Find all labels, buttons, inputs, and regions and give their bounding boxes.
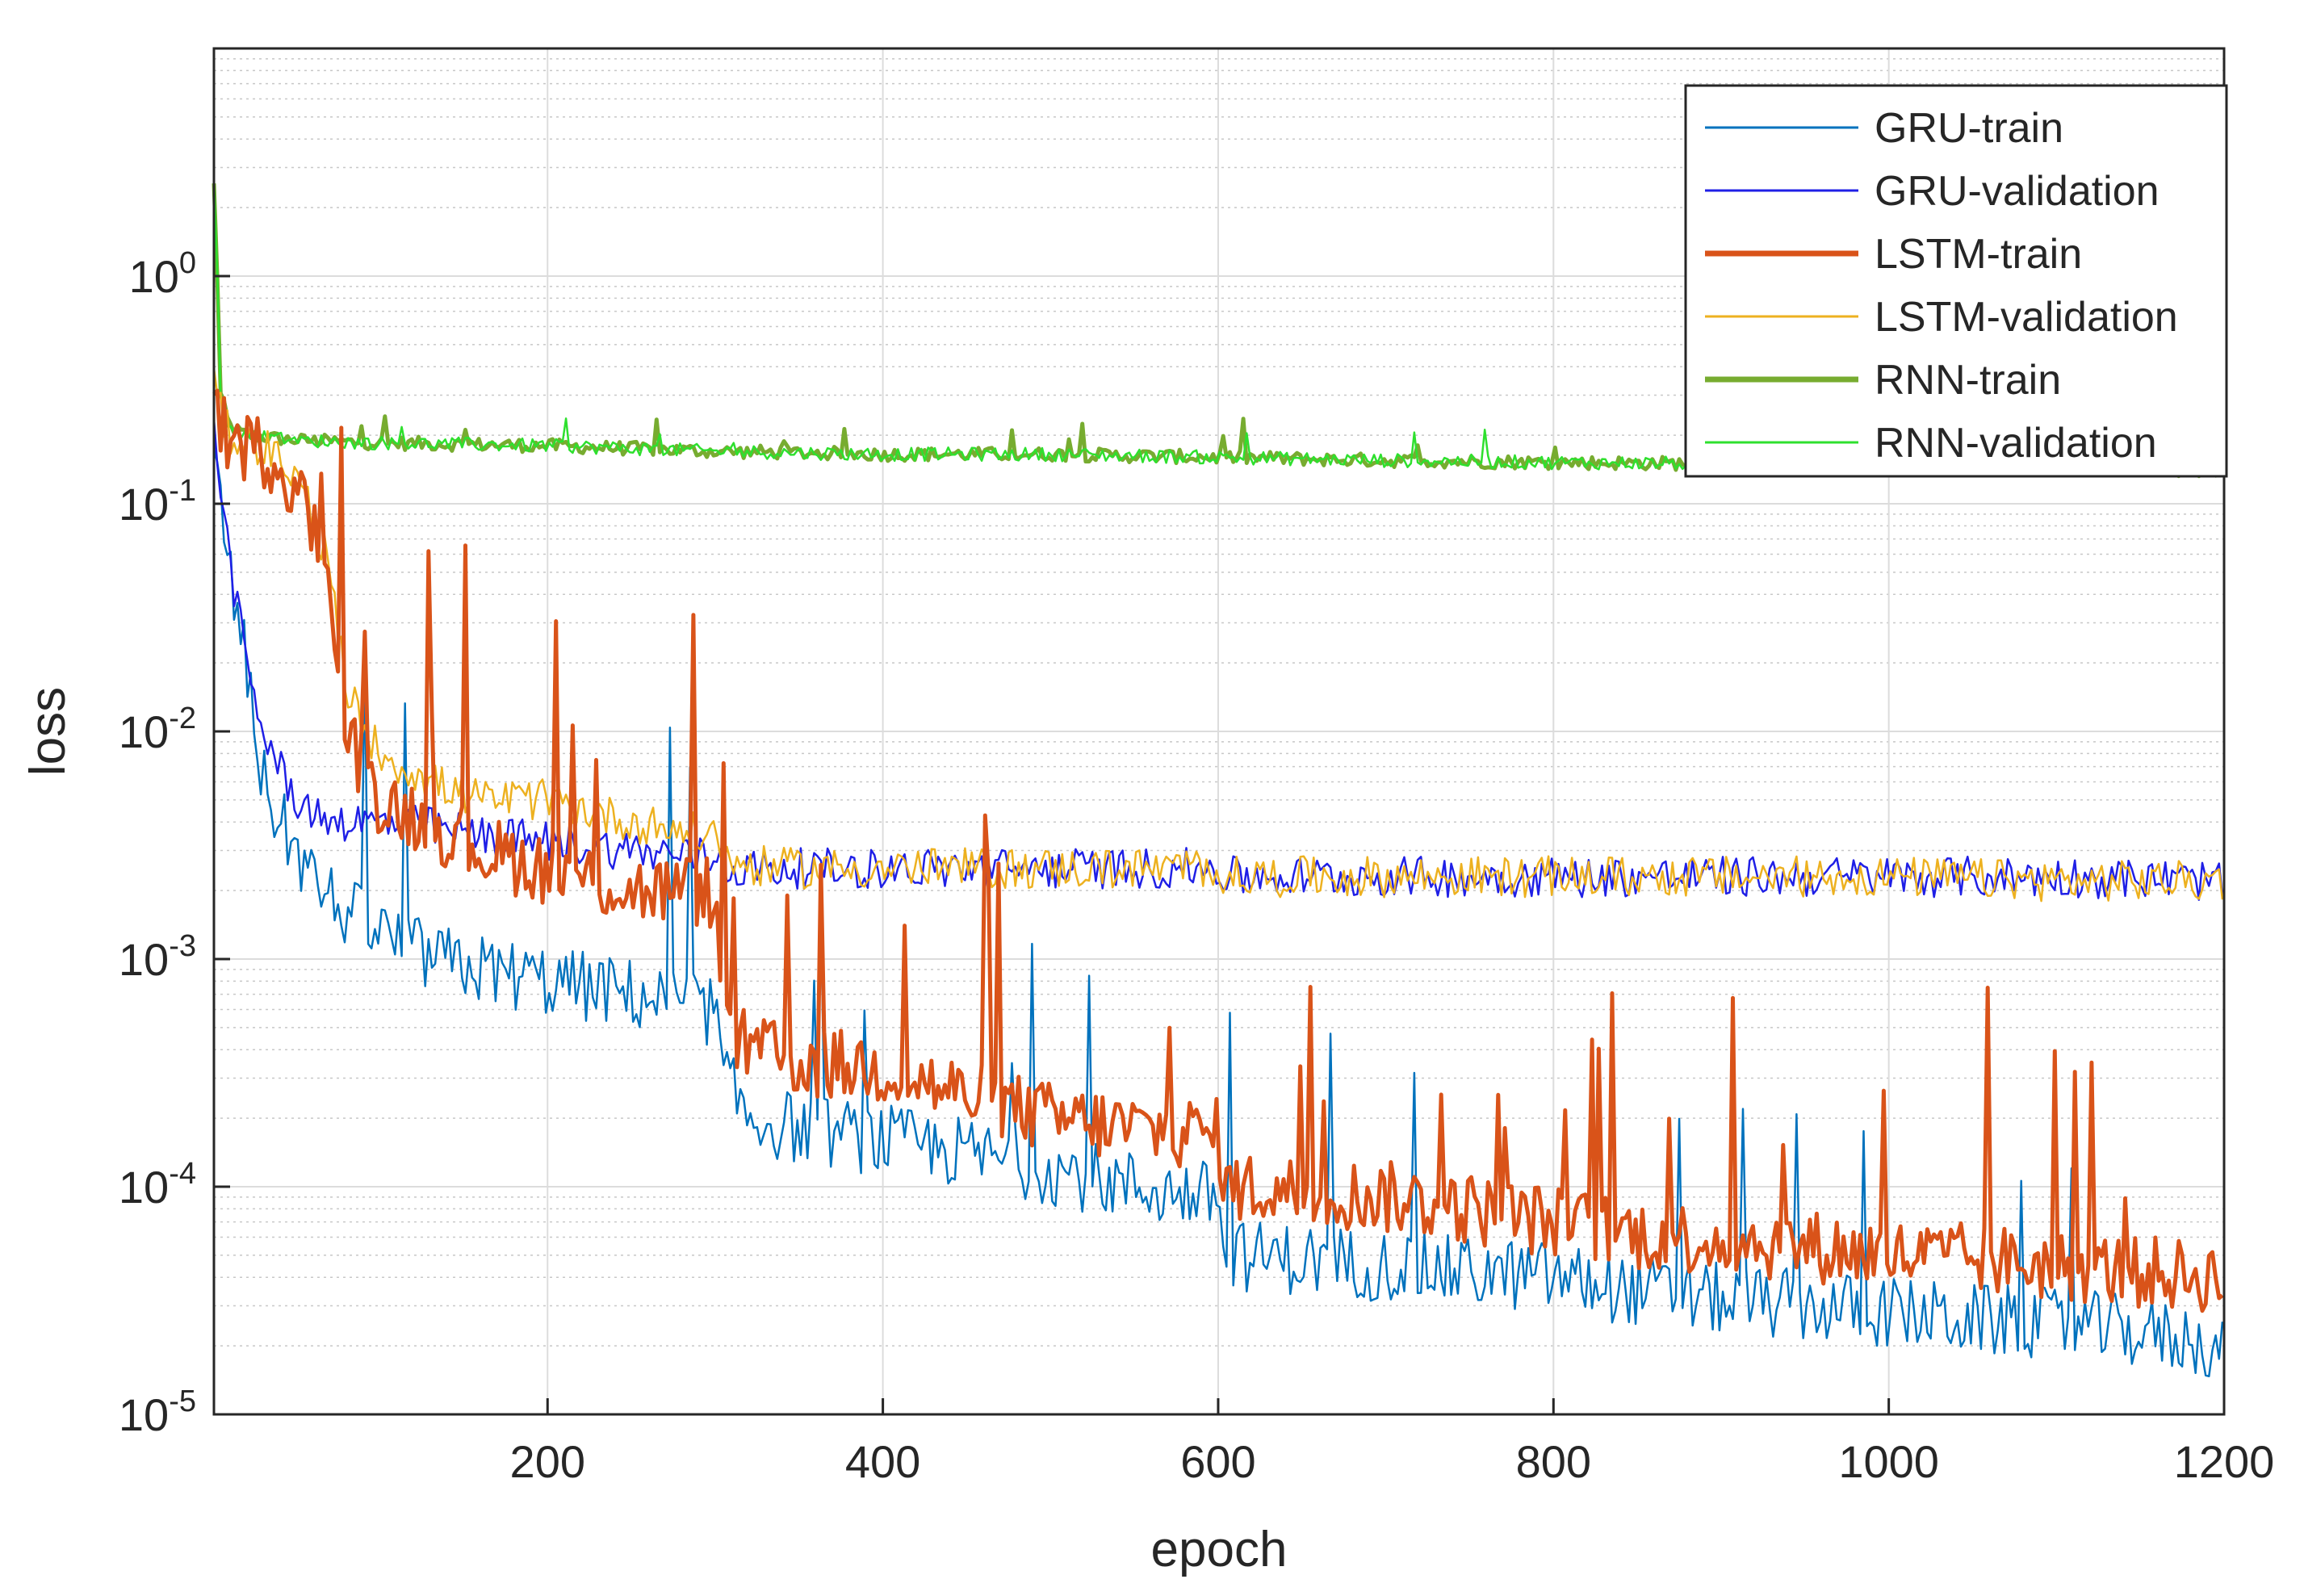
series-line-gru-train [212, 448, 2224, 1378]
legend-label: GRU-train [1875, 105, 2063, 152]
y-tick-base: 10 [119, 1389, 169, 1440]
y-tick-exponent: 0 [179, 246, 196, 280]
y-tick-label: 10-4 [119, 1157, 196, 1213]
x-tick-label: 600 [1180, 1436, 1255, 1487]
y-tick-base: 10 [129, 251, 179, 302]
y-tick-label: 10-2 [119, 702, 196, 757]
legend-label: GRU-validation [1875, 168, 2159, 215]
legend-items: GRU-train GRU-validation LSTM-train LSTM-va… [1705, 105, 2178, 467]
y-tick-label: 10-1 [119, 474, 196, 530]
y-tick-base: 10 [119, 1162, 169, 1213]
x-tick-label: 800 [1516, 1436, 1591, 1487]
legend-box [1684, 84, 2228, 478]
series-line-gru-validation [212, 418, 2224, 901]
y-tick-exponent: -5 [169, 1384, 196, 1418]
y-tick-base: 10 [119, 934, 169, 985]
x-tick-label: 400 [845, 1436, 920, 1487]
y-tick-label: 100 [129, 246, 196, 302]
y-tick-exponent: -1 [169, 474, 196, 508]
legend-label: RNN-validation [1875, 420, 2157, 467]
x-axis-label: epoch [1151, 1522, 1288, 1577]
x-tick-label: 1000 [1838, 1436, 1939, 1487]
y-tick-exponent: -4 [169, 1157, 196, 1191]
y-tick-exponent: -3 [169, 929, 196, 963]
y-tick-base: 10 [119, 706, 169, 757]
x-tick-label: 200 [510, 1436, 585, 1487]
x-tick-label: 1200 [2174, 1436, 2275, 1487]
y-tick-label: 10-3 [119, 929, 196, 985]
series-line-lstm-validation [212, 367, 2224, 903]
legend: GRU-train GRU-validation LSTM-train LSTM-va… [1684, 84, 2228, 478]
legend-label: LSTM-validation [1875, 294, 2178, 341]
y-tick-base: 10 [119, 479, 169, 530]
y-tick-exponent: -2 [169, 702, 196, 735]
legend-label: RNN-train [1875, 357, 2061, 404]
y-tick-label: 10-5 [119, 1384, 196, 1440]
axis-ticks: 200 400 600 800 1000 120010010-110-210-310-41… [119, 246, 2274, 1487]
legend-label: LSTM-train [1875, 231, 2082, 278]
y-axis-label: loss [20, 687, 76, 776]
series-line-lstm-train [212, 388, 2224, 1313]
